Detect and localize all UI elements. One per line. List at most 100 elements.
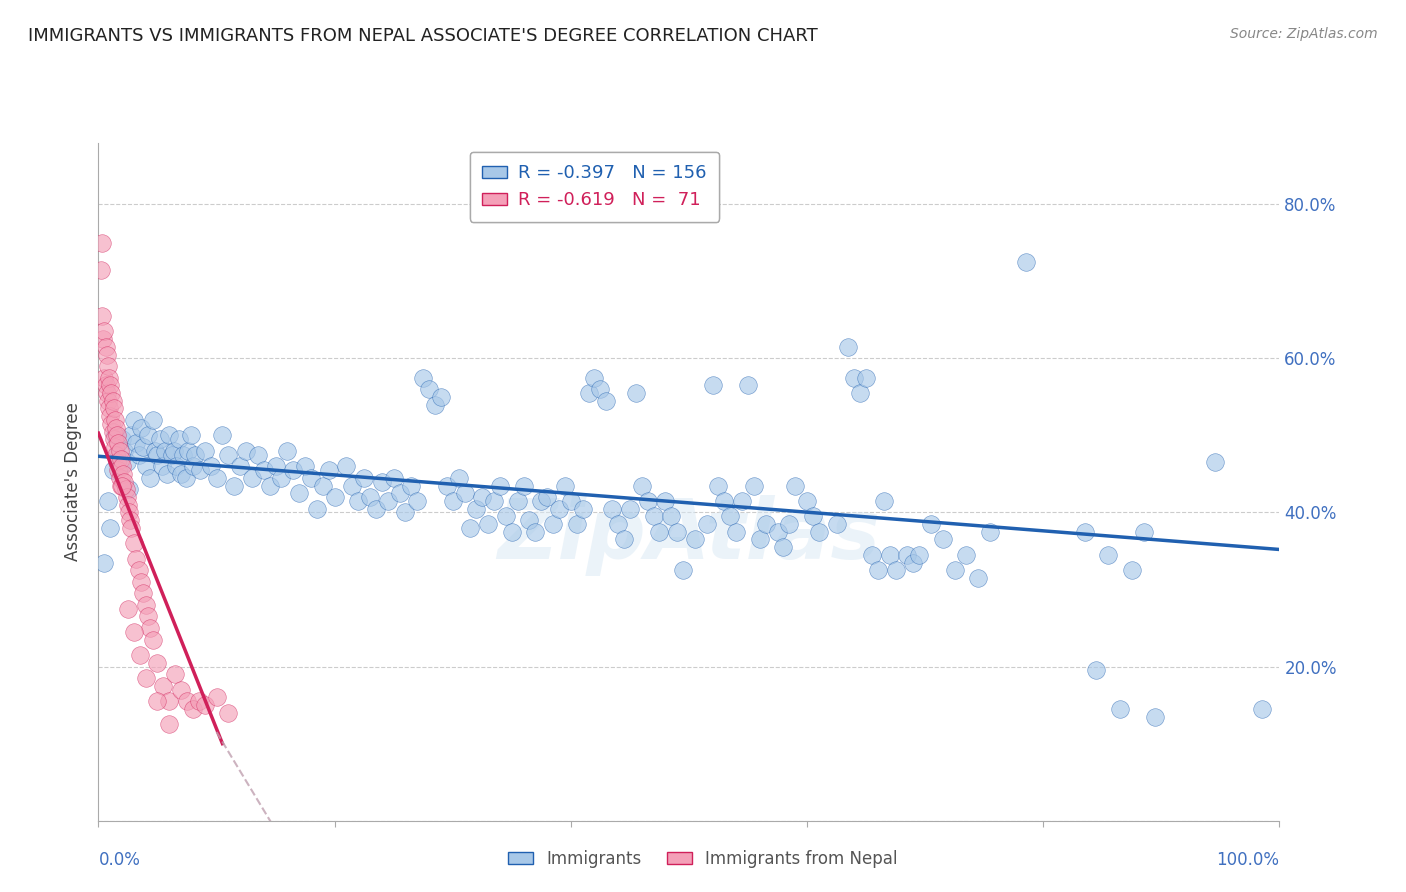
Point xyxy=(122,536,145,550)
Point xyxy=(453,486,475,500)
Point xyxy=(394,506,416,520)
Point xyxy=(108,443,131,458)
Point xyxy=(465,501,488,516)
Point xyxy=(955,548,977,562)
Point xyxy=(101,425,124,439)
Point xyxy=(755,517,778,532)
Point xyxy=(136,609,159,624)
Point xyxy=(181,459,204,474)
Point xyxy=(121,428,143,442)
Point xyxy=(648,524,671,539)
Text: 100.0%: 100.0% xyxy=(1216,851,1279,869)
Point xyxy=(188,463,211,477)
Point xyxy=(335,459,357,474)
Point xyxy=(98,401,121,416)
Point xyxy=(447,471,470,485)
Point xyxy=(737,378,759,392)
Point xyxy=(194,443,217,458)
Point xyxy=(896,548,918,562)
Point xyxy=(142,413,165,427)
Point xyxy=(129,421,152,435)
Point xyxy=(118,506,141,520)
Point xyxy=(205,690,228,705)
Point xyxy=(105,448,128,462)
Point xyxy=(1121,563,1143,577)
Point xyxy=(110,478,132,492)
Point xyxy=(165,459,187,474)
Point xyxy=(150,459,173,474)
Point xyxy=(94,340,117,354)
Point xyxy=(125,551,148,566)
Point xyxy=(153,443,176,458)
Point xyxy=(707,478,730,492)
Point xyxy=(146,448,169,462)
Text: ZipAtlas: ZipAtlas xyxy=(498,495,880,576)
Point xyxy=(589,382,612,396)
Point xyxy=(132,586,155,600)
Point xyxy=(967,571,990,585)
Point xyxy=(217,448,239,462)
Point xyxy=(128,448,150,462)
Point xyxy=(401,478,423,492)
Point xyxy=(702,378,724,392)
Point xyxy=(112,467,135,481)
Point xyxy=(104,428,127,442)
Point xyxy=(118,483,141,497)
Point xyxy=(100,386,122,401)
Point xyxy=(807,524,830,539)
Point xyxy=(825,517,848,532)
Point xyxy=(187,694,209,708)
Point xyxy=(406,494,429,508)
Point xyxy=(125,436,148,450)
Point xyxy=(377,494,399,508)
Point xyxy=(696,517,718,532)
Point xyxy=(139,621,162,635)
Point xyxy=(501,524,523,539)
Point xyxy=(903,556,925,570)
Point xyxy=(98,370,121,384)
Point xyxy=(1097,548,1119,562)
Point xyxy=(578,386,600,401)
Point xyxy=(530,494,553,508)
Point xyxy=(796,494,818,508)
Point xyxy=(205,471,228,485)
Point xyxy=(194,698,217,712)
Point xyxy=(270,471,292,485)
Point xyxy=(1132,524,1154,539)
Point xyxy=(132,440,155,454)
Legend: R = -0.397   N = 156, R = -0.619   N =  71: R = -0.397 N = 156, R = -0.619 N = 71 xyxy=(470,152,720,222)
Point xyxy=(873,494,896,508)
Point xyxy=(323,490,346,504)
Point xyxy=(117,498,139,512)
Point xyxy=(105,448,128,462)
Point xyxy=(613,533,636,547)
Point xyxy=(167,433,190,447)
Point xyxy=(318,463,340,477)
Point xyxy=(932,533,955,547)
Point xyxy=(135,598,157,612)
Point xyxy=(1250,702,1272,716)
Point xyxy=(93,370,115,384)
Point xyxy=(659,509,682,524)
Point xyxy=(600,501,623,516)
Point xyxy=(112,443,135,458)
Point xyxy=(176,694,198,708)
Point xyxy=(643,509,665,524)
Point xyxy=(718,509,741,524)
Y-axis label: Associate's Degree: Associate's Degree xyxy=(65,402,83,561)
Point xyxy=(172,448,194,462)
Point xyxy=(264,459,287,474)
Point xyxy=(436,478,458,492)
Point xyxy=(731,494,754,508)
Point xyxy=(364,501,387,516)
Point xyxy=(920,517,942,532)
Point xyxy=(143,443,166,458)
Point xyxy=(766,524,789,539)
Point xyxy=(104,413,127,427)
Point xyxy=(607,517,630,532)
Point xyxy=(785,478,807,492)
Point xyxy=(619,501,641,516)
Point xyxy=(240,471,263,485)
Point xyxy=(855,370,877,384)
Point xyxy=(98,409,121,424)
